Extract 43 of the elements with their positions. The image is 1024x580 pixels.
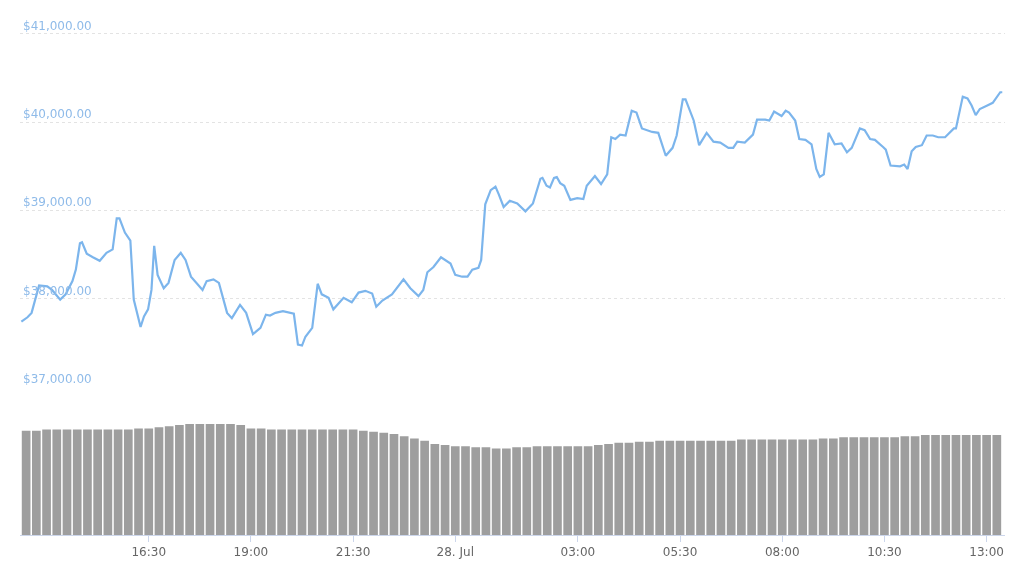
bar bbox=[583, 446, 593, 535]
y-tick-label: $39,000.00 bbox=[23, 195, 92, 210]
bar bbox=[21, 430, 31, 535]
x-tick-label: 10:30 bbox=[867, 545, 902, 560]
bar bbox=[154, 427, 164, 535]
bar bbox=[951, 435, 961, 535]
bar bbox=[532, 446, 542, 535]
bar bbox=[481, 447, 491, 535]
bar bbox=[205, 423, 215, 535]
y-tick-label: $41,000.00 bbox=[23, 18, 92, 33]
x-tick-label: 08:00 bbox=[764, 545, 800, 560]
bar bbox=[338, 429, 348, 535]
bar bbox=[491, 448, 501, 535]
bar bbox=[103, 429, 113, 535]
bar bbox=[859, 437, 869, 535]
bar bbox=[767, 439, 777, 535]
bar bbox=[256, 428, 266, 535]
bar bbox=[818, 438, 828, 535]
bar bbox=[675, 440, 685, 535]
bar bbox=[573, 446, 583, 535]
bar bbox=[389, 433, 399, 535]
bar bbox=[113, 429, 123, 535]
bar bbox=[246, 428, 256, 535]
y-tick-label: $40,000.00 bbox=[23, 107, 92, 122]
bar bbox=[297, 429, 307, 535]
x-tick-label: 05:30 bbox=[662, 545, 698, 560]
x-tick-label: 21:30 bbox=[335, 545, 371, 560]
x-tick-label: 28. Jul bbox=[436, 545, 474, 560]
x-tick-label: 16:30 bbox=[131, 545, 167, 560]
bar bbox=[900, 436, 910, 535]
bar bbox=[665, 440, 675, 535]
x-tick-label: 03:00 bbox=[560, 545, 596, 560]
bar bbox=[430, 443, 440, 535]
bar bbox=[348, 429, 358, 535]
bar bbox=[440, 445, 450, 535]
bar bbox=[716, 440, 726, 535]
x-tick-label: 13:00 bbox=[969, 545, 1004, 560]
x-tick-label: 19:00 bbox=[233, 545, 269, 560]
bar bbox=[62, 429, 72, 535]
y-tick-label: $37,000.00 bbox=[23, 371, 92, 386]
bar bbox=[910, 436, 920, 535]
bar bbox=[624, 442, 634, 535]
bar bbox=[808, 439, 818, 535]
